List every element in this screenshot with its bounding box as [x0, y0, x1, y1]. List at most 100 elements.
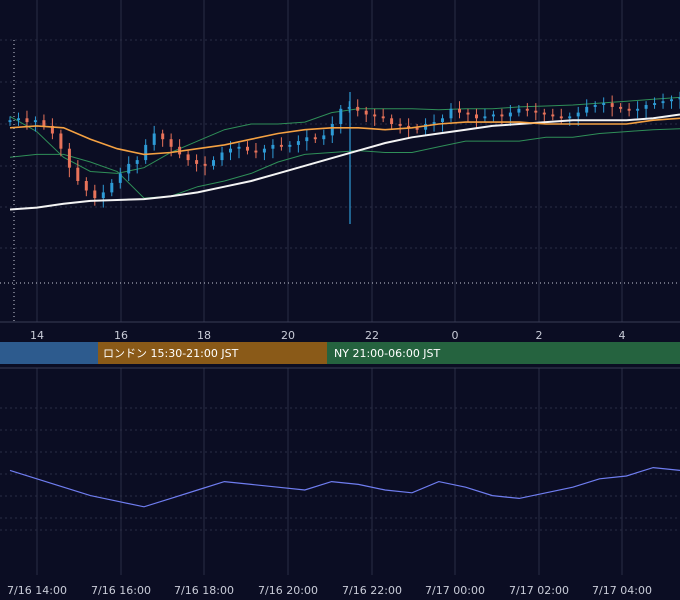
candle-body — [373, 114, 377, 117]
osc-x-tick-label: 7/17 00:00 — [425, 584, 485, 597]
candle-body — [17, 118, 20, 121]
osc-x-tick-label: 7/17 02:00 — [509, 584, 569, 597]
candle-body — [288, 144, 292, 147]
candle-body — [203, 163, 207, 166]
candle-body — [135, 160, 139, 164]
osc-x-tick-label: 7/16 18:00 — [174, 584, 234, 597]
candle-body — [237, 146, 241, 149]
candle-body — [627, 108, 631, 111]
candle-body — [415, 127, 419, 130]
candle-body — [169, 139, 173, 147]
price-x-tick-label: 14 — [30, 329, 44, 342]
candle-body — [568, 116, 572, 119]
candle-body — [262, 148, 266, 153]
candle-body — [678, 97, 680, 100]
short-moving-average-line — [9, 117, 680, 156]
candle-body — [25, 118, 29, 123]
candle-body — [475, 114, 478, 119]
oscillator-gridlines — [0, 368, 680, 575]
candle-body — [101, 192, 105, 199]
candle-body — [466, 112, 470, 115]
session-bar: ロンドン 15:30-21:00 JST NY 21:00-06:00 JST — [0, 342, 680, 364]
candle-body — [670, 99, 673, 102]
candle-body — [161, 133, 165, 140]
price-x-tick-label: 16 — [114, 329, 128, 342]
candle-body — [602, 103, 606, 105]
candle-body — [84, 181, 88, 191]
candle-body — [186, 154, 190, 161]
candle-body — [347, 106, 351, 109]
session-tokyo-block — [0, 342, 98, 364]
candle-body — [432, 122, 436, 124]
candle-body — [559, 116, 563, 119]
candle-body — [619, 106, 623, 109]
candle-body — [500, 114, 504, 117]
candle-body — [110, 182, 114, 193]
osc-x-tick-label: 7/16 16:00 — [91, 584, 151, 597]
bollinger-upper-line — [9, 96, 680, 174]
candle-body — [653, 103, 657, 105]
candle-body — [144, 144, 148, 161]
candle-body — [127, 163, 131, 174]
candle-body — [542, 112, 546, 115]
candle-body — [8, 120, 12, 123]
oscillator-x-axis-ticks: 7/16 14:00 7/16 16:00 7/16 18:00 7/16 20:00… — [7, 584, 652, 597]
candle-body — [152, 133, 156, 145]
candle-body — [50, 125, 54, 134]
candle-body — [254, 150, 258, 153]
candle-body — [381, 116, 385, 119]
candle-body — [407, 125, 411, 128]
candle-body — [458, 108, 461, 113]
session-ny-block — [327, 342, 680, 364]
osc-x-tick-label: 7/16 14:00 — [7, 584, 67, 597]
price-x-tick-label: 0 — [452, 329, 459, 342]
candle-body — [593, 105, 597, 107]
candlestick-series — [8, 91, 680, 224]
candle-body — [424, 124, 428, 130]
candle-body — [93, 190, 97, 199]
candle-body — [271, 144, 275, 149]
candle-body — [517, 108, 521, 113]
candle-body — [441, 118, 444, 123]
candle-body — [220, 152, 224, 161]
candle-body — [76, 167, 80, 181]
session-london-label: ロンドン 15:30-21:00 JST — [103, 347, 239, 360]
candle-body — [42, 120, 46, 126]
candle-body — [339, 108, 343, 124]
session-ny-label: NY 21:00-06:00 JST — [334, 347, 441, 360]
candle-body — [330, 124, 334, 136]
osc-x-tick-label: 7/16 20:00 — [258, 584, 318, 597]
candle-body — [246, 146, 249, 151]
session-london-block — [98, 342, 327, 364]
candle-body — [390, 118, 394, 124]
price-x-tick-label: 20 — [281, 329, 295, 342]
osc-x-tick-label: 7/17 04:00 — [592, 584, 652, 597]
candle-body — [212, 160, 215, 166]
price-x-axis-ticks: 14 16 18 20 22 0 2 4 — [30, 329, 626, 342]
candle-body — [551, 114, 555, 117]
candle-body — [195, 160, 199, 164]
candle-body — [313, 137, 317, 140]
price-x-tick-label: 4 — [619, 329, 626, 342]
candle-body — [364, 110, 368, 115]
candle-body — [636, 108, 640, 111]
price-x-tick-label: 22 — [365, 329, 379, 342]
price-gridlines — [0, 0, 680, 322]
candle-body — [322, 135, 326, 140]
candle-body — [67, 148, 71, 168]
candle-body — [33, 120, 37, 123]
candle-body — [305, 137, 309, 142]
candle-body — [491, 114, 495, 117]
candle-body — [118, 173, 122, 183]
osc-x-tick-label: 7/16 22:00 — [342, 584, 402, 597]
candle-body — [610, 103, 614, 107]
candle-body — [585, 106, 589, 113]
candle-body — [59, 133, 63, 149]
candle-body — [534, 110, 538, 113]
long-moving-average-line — [9, 113, 680, 211]
candle-body — [508, 112, 512, 117]
candle-body — [644, 105, 648, 109]
candle-body — [279, 144, 283, 147]
